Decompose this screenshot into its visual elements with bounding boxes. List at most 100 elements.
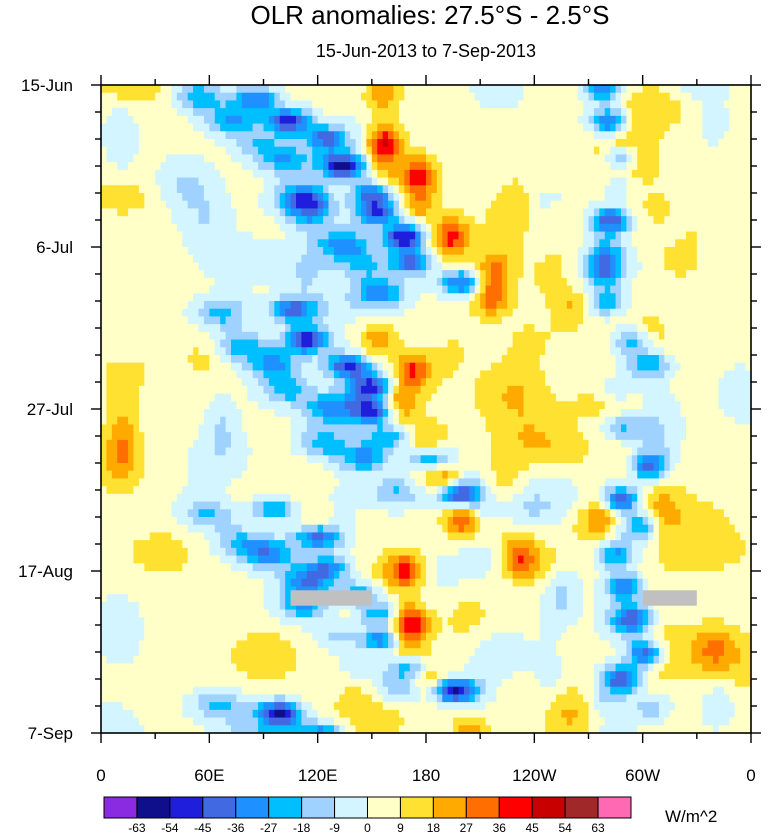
- field-cell: [171, 231, 178, 240]
- field-cell: [745, 331, 751, 341]
- field-cell: [518, 169, 524, 179]
- field-cell: [328, 131, 335, 140]
- field-cell: [469, 177, 476, 186]
- field-cell: [583, 355, 589, 364]
- field-cell: [247, 270, 254, 279]
- field-cell: [669, 254, 676, 263]
- field-cell: [723, 177, 730, 186]
- field-cell: [133, 277, 140, 287]
- field-cell: [702, 154, 709, 163]
- field-cell: [702, 270, 709, 279]
- field-cell: [155, 162, 162, 171]
- field-cell: [290, 316, 297, 325]
- field-cell: [182, 85, 189, 94]
- field-cell: [675, 200, 682, 209]
- field-cell: [279, 370, 286, 379]
- field-cell: [344, 239, 351, 248]
- field-cell: [241, 254, 248, 263]
- field-cell: [144, 123, 151, 132]
- field-cell: [469, 378, 476, 387]
- field-cell: [106, 316, 113, 325]
- field-cell: [523, 162, 530, 171]
- field-cell: [252, 401, 259, 410]
- field-cell: [528, 247, 535, 256]
- field-cell: [442, 193, 449, 202]
- field-cell: [214, 108, 221, 117]
- field-cell: [577, 208, 584, 217]
- field-cell: [258, 162, 264, 171]
- field-cell: [371, 123, 378, 132]
- field-cell: [453, 362, 459, 371]
- field-cell: [463, 247, 470, 256]
- field-cell: [171, 131, 178, 140]
- field-cell: [588, 393, 595, 402]
- field-cell: [718, 231, 725, 240]
- field-cell: [247, 239, 254, 248]
- field-cell: [723, 378, 730, 387]
- field-cell: [182, 162, 189, 171]
- field-cell: [350, 362, 357, 371]
- field-cell: [566, 285, 573, 294]
- field-cell: [501, 193, 508, 202]
- field-cell: [171, 247, 178, 256]
- field-cell: [556, 85, 562, 94]
- field-cell: [377, 108, 384, 117]
- field-cell: [155, 92, 162, 101]
- field-cell: [301, 208, 308, 217]
- field-cell: [279, 146, 286, 155]
- field-cell: [626, 131, 633, 140]
- field-cell: [458, 231, 465, 240]
- field-cell: [317, 100, 324, 109]
- field-cell: [696, 139, 703, 148]
- field-cell: [447, 108, 454, 117]
- field-cell: [371, 355, 378, 364]
- field-cell: [610, 108, 617, 117]
- field-cell: [463, 131, 470, 140]
- field-cell: [599, 331, 606, 341]
- field-cell: [610, 247, 617, 256]
- field-cell: [258, 208, 264, 217]
- field-cell: [328, 262, 335, 271]
- field-cell: [561, 385, 568, 395]
- field-cell: [501, 208, 508, 217]
- field-cell: [431, 169, 438, 179]
- field-cell: [718, 123, 725, 132]
- field-cell: [350, 301, 357, 310]
- field-cell: [144, 185, 151, 194]
- field-cell: [485, 85, 492, 94]
- field-cell: [420, 231, 427, 240]
- field-cell: [734, 123, 741, 132]
- field-cell: [182, 185, 189, 194]
- field-cell: [474, 139, 481, 148]
- field-cell: [263, 316, 270, 325]
- field-cell: [480, 301, 487, 310]
- field-cell: [637, 185, 644, 194]
- field-cell: [128, 355, 134, 364]
- field-cell: [236, 324, 243, 333]
- field-cell: [285, 100, 292, 109]
- field-cell: [637, 339, 644, 348]
- field-cell: [458, 324, 465, 333]
- field-cell: [496, 277, 503, 287]
- field-cell: [361, 401, 367, 410]
- field-cell: [626, 308, 633, 317]
- field-cell: [106, 277, 113, 287]
- field-cell: [680, 146, 687, 155]
- field-cell: [642, 308, 649, 317]
- field-cell: [664, 154, 671, 163]
- field-cell: [458, 239, 465, 248]
- field-cell: [388, 285, 394, 294]
- field-cell: [301, 331, 308, 341]
- field-cell: [572, 115, 579, 125]
- field-cell: [333, 208, 340, 217]
- field-cell: [144, 139, 151, 148]
- field-cell: [637, 231, 644, 240]
- field-cell: [377, 154, 384, 163]
- field-cell: [642, 115, 649, 125]
- field-cell: [463, 115, 470, 125]
- field-cell: [658, 316, 665, 325]
- field-cell: [279, 308, 286, 317]
- field-cell: [463, 324, 470, 333]
- field-cell: [631, 301, 638, 310]
- field-cell: [138, 339, 145, 348]
